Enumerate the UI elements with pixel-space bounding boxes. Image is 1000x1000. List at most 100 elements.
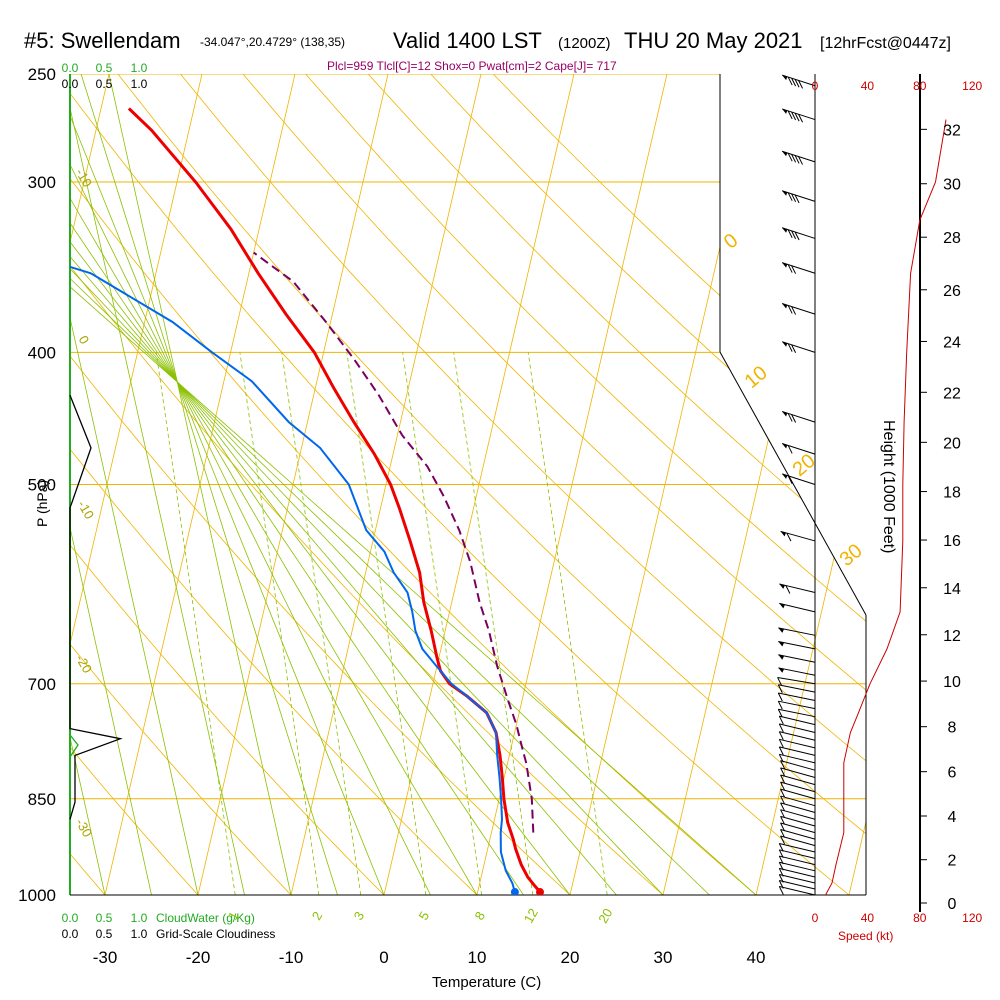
temperature-tick-label: 0 — [379, 948, 388, 967]
wind-barb-staff — [779, 849, 816, 859]
cloudwater-scale-top: 1.0 — [131, 61, 148, 75]
dry-adiabat-line — [70, 74, 292, 895]
speed-tick-top: 120 — [962, 79, 982, 93]
wind-barb-feather — [787, 152, 793, 162]
height-tick-label: 16 — [943, 533, 961, 550]
wind-barb-staff — [779, 602, 816, 613]
wind-barb-feather — [778, 886, 784, 895]
wind-barb-staff — [780, 760, 816, 771]
wind-barb — [781, 150, 816, 165]
wind-barb-feather — [778, 746, 784, 756]
x-axis-label: Temperature (C) — [432, 974, 541, 991]
frame-sloped-edge — [719, 351, 867, 616]
wind-barb — [780, 835, 816, 847]
cloudwater-scale-bottom: 0.0 — [62, 911, 79, 925]
moist-adiabat-line — [0, 74, 12, 895]
wind-barb-feather — [780, 809, 786, 818]
wind-barb — [778, 667, 816, 676]
height-tick-label: 22 — [943, 385, 961, 402]
wind-barb-feather — [794, 79, 800, 88]
pressure-tick-label: 700 — [28, 675, 56, 694]
wind-barb-feather — [791, 344, 797, 354]
wind-barb-feather — [787, 192, 793, 201]
moist-adiabat-line — [70, 74, 431, 895]
wind-barb-feather — [787, 305, 793, 314]
wind-barb — [778, 627, 816, 636]
wind-barb-feather — [778, 862, 784, 871]
cloudiness-scale-bottom: 0.0 — [62, 927, 79, 941]
wind-barb-staff — [780, 822, 816, 834]
moist-adiabat-line — [70, 74, 571, 895]
wind-barb-pennant — [778, 667, 785, 673]
wind-barb-feather — [778, 843, 784, 852]
wind-barb-pennant — [782, 262, 788, 268]
wind-barb-feather — [791, 77, 797, 87]
moist-adiabat-line — [70, 74, 385, 895]
mixing-ratio-line — [281, 352, 362, 895]
wind-barb — [781, 303, 816, 315]
station-coords: -34.047°,20.4729° (138,35) — [200, 35, 345, 49]
wind-barb-staff — [780, 788, 816, 800]
temperature-tick-label: -20 — [186, 948, 211, 967]
height-tick-label: 28 — [943, 230, 961, 247]
profile-traces — [70, 100, 544, 895]
wind-barb — [778, 849, 816, 859]
wind-barb-feather — [798, 114, 803, 123]
wind-barb-staff — [779, 715, 816, 726]
wind-barb-pennant — [782, 108, 788, 114]
speed-tick-bottom: 80 — [913, 911, 927, 925]
wind-barb-feather — [777, 677, 783, 686]
stats-line: Plcl=959 Tlcl[C]=12 Shox=0 Pwat[cm]=2 Ca… — [327, 59, 617, 73]
wind-barb-feather — [787, 413, 793, 422]
mixing-ratio-line — [453, 352, 534, 895]
height-axis-label: Height (1000 Feet) — [880, 420, 897, 553]
cloudiness-scale-top: 0.5 — [96, 77, 113, 91]
wind-barb-staff — [778, 667, 816, 676]
height-tick-label: 14 — [943, 581, 961, 598]
wind-barb-staff — [779, 746, 816, 756]
wind-barb-staff — [781, 190, 816, 202]
moist-adiabat-line — [70, 74, 152, 895]
wind-barb-pennant — [782, 341, 788, 347]
wind-barb-staff — [780, 829, 816, 840]
wind-barb-staff — [780, 781, 816, 793]
wind-barb-staff — [780, 835, 816, 847]
wind-barb-staff — [779, 874, 816, 884]
wind-barb — [777, 708, 816, 718]
wind-barb — [780, 781, 816, 793]
wind-barb-pennant — [779, 583, 785, 589]
wind-barb — [778, 867, 816, 878]
mixing-ratio-label: 8 — [471, 909, 488, 923]
isotherm-line — [290, 74, 482, 895]
wind-barb-feather — [777, 684, 783, 693]
moist-adiabat-line — [70, 74, 199, 895]
mixing-ratio-line — [239, 352, 320, 895]
dry-adiabat-label: 0 — [720, 229, 743, 253]
speed-tick-bottom: 120 — [962, 911, 982, 925]
wind-barb — [778, 885, 816, 896]
height-tick-label: 8 — [948, 720, 957, 737]
wind-barb — [780, 530, 816, 542]
mixing-ratio-line — [155, 352, 236, 895]
speed-tick-bottom: 0 — [812, 911, 819, 925]
wind-barb-feather — [778, 849, 784, 859]
wind-barb-feather — [780, 760, 786, 769]
wind-barb-staff — [781, 473, 816, 485]
wind-barb — [780, 802, 816, 814]
pressure-tick-label: 300 — [28, 173, 56, 192]
wind-barb-staff — [779, 723, 816, 733]
zulu-time: (1200Z) — [558, 35, 611, 52]
dry-adiabat-line — [430, 74, 866, 895]
wind-barb-feather — [786, 532, 792, 542]
speed-tick-top: 40 — [861, 79, 875, 93]
cloudwater-label: CloudWater (g/Kg) — [156, 911, 255, 925]
wind-barb-pennant — [782, 75, 788, 81]
mixing-ratio-line — [402, 352, 483, 895]
wind-barb-feather — [798, 156, 803, 165]
wind-barb-staff — [780, 795, 816, 807]
wind-barb-feather — [778, 731, 784, 740]
wind-barb — [779, 583, 816, 594]
wind-barb — [778, 723, 816, 733]
wind-barb-feather — [778, 739, 784, 748]
mixing-ratio-line — [346, 352, 427, 895]
